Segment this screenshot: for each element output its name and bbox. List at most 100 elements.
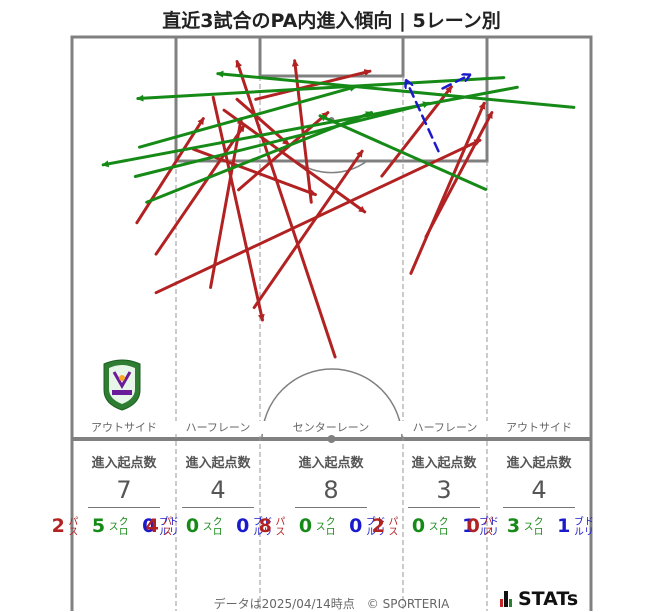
cross-arrow-17 bbox=[216, 70, 576, 109]
stat-cross-label: クロス bbox=[313, 516, 335, 536]
stat-dribble-count: 0 bbox=[236, 515, 250, 537]
lane-label-halfspace-left: ハーフレーン bbox=[168, 421, 268, 434]
pass-arrow-0 bbox=[235, 60, 337, 359]
stat-cross-count: 0 bbox=[185, 515, 200, 537]
stat-pass-count: 8 bbox=[258, 515, 272, 537]
lane-stat-3: 進入起点数 3 2 パス 0 クロス 1 ドリブル bbox=[372, 452, 498, 536]
stat-pass: 4 パス bbox=[146, 516, 180, 536]
cross-arrow-20 bbox=[137, 84, 357, 149]
lane-dividers bbox=[175, 76, 488, 611]
stat-cross: 5 クロス bbox=[92, 516, 136, 536]
stat-cross-count: 5 bbox=[91, 515, 106, 537]
stat-divider bbox=[503, 507, 575, 508]
stat-dribble-label: ドリブル bbox=[476, 516, 498, 536]
stat-dribble-count: 0 bbox=[349, 515, 363, 537]
lane-stat-1: 進入起点数 4 4 パス 0 クロス 0 ドリブル bbox=[146, 452, 272, 536]
stat-breakdown: 4 パス 0 クロス 0 ドリブル bbox=[146, 516, 272, 536]
pass-arrow-6 bbox=[235, 97, 290, 146]
stat-total: 8 bbox=[323, 476, 339, 504]
stat-pass-count: 4 bbox=[145, 515, 159, 537]
stat-dribble-count: 1 bbox=[462, 515, 476, 537]
stat-dribble-count: 1 bbox=[557, 515, 571, 537]
pass-arrow-9 bbox=[252, 149, 364, 310]
stat-cross-label: クロス bbox=[521, 516, 543, 536]
stat-dribble: 1 ドリブル bbox=[557, 516, 611, 536]
stat-dribble: 0 ドリブル bbox=[142, 516, 196, 536]
pass-arrow-2 bbox=[135, 117, 205, 225]
data-footer: データは2025/04/14時点 © SPORTERIA bbox=[213, 597, 450, 611]
stat-cross: 0 クロス bbox=[186, 516, 230, 536]
lane-stat-2: 進入起点数 8 8 パス 0 クロス 0 ドリブル bbox=[259, 452, 385, 537]
stat-header: 進入起点数 bbox=[298, 456, 364, 471]
stat-dribble-label: ドリブル bbox=[363, 516, 385, 536]
stat-breakdown: 8 パス 0 クロス 0 ドリブル bbox=[259, 515, 385, 537]
stat-cross-count: 3 bbox=[506, 515, 521, 537]
stat-divider bbox=[182, 507, 254, 508]
stat-divider bbox=[88, 507, 160, 508]
brand-name: STATs bbox=[518, 588, 579, 610]
lane-stat-0: 進入起点数 7 2 パス 5 クロス 0 ドリブル bbox=[52, 452, 178, 536]
chart-title: 直近3試合のPA内進入傾向 | 5レーン別 bbox=[162, 10, 501, 32]
stat-pass-label: パス bbox=[480, 516, 492, 536]
lane-label-center: センターレーン bbox=[281, 421, 381, 434]
lane-label-outside-left: アウトサイド bbox=[74, 421, 174, 434]
stat-cross: 0 クロス bbox=[412, 516, 456, 536]
stat-pass-label: パス bbox=[65, 516, 77, 536]
stat-pass-label: パス bbox=[385, 516, 397, 536]
stat-divider bbox=[408, 507, 480, 508]
stat-header: 進入起点数 bbox=[185, 456, 251, 471]
stat-pass-label: パス bbox=[272, 516, 284, 536]
stat-pass: 2 パス bbox=[372, 516, 406, 536]
cross-arrow-19 bbox=[145, 111, 373, 204]
stat-dribble-label: ドリブル bbox=[250, 516, 272, 536]
stat-pass: 2 パス bbox=[52, 516, 86, 536]
stat-dribble: 1 ドリブル bbox=[462, 516, 516, 536]
pass-arrow-3 bbox=[154, 124, 246, 256]
goal-area bbox=[258, 35, 405, 78]
cross-arrow-21 bbox=[318, 114, 488, 191]
stat-pass-count: 0 bbox=[466, 515, 480, 537]
center-spot bbox=[327, 435, 336, 443]
stat-cross-count: 0 bbox=[298, 515, 313, 537]
lane-stat-4: 進入起点数 4 0 パス 3 クロス 1 ドリブル bbox=[467, 452, 593, 536]
stat-total: 4 bbox=[210, 476, 226, 504]
stat-pass-count: 2 bbox=[371, 515, 385, 537]
stat-pass-label: パス bbox=[159, 516, 171, 536]
stat-total: 3 bbox=[436, 476, 452, 504]
lane-label-halfspace-right: ハーフレーン bbox=[395, 421, 495, 434]
dribble-arrow-24 bbox=[441, 76, 468, 90]
cross-arrow-16 bbox=[136, 76, 506, 102]
stat-divider bbox=[295, 507, 367, 508]
stat-cross: 0 クロス bbox=[299, 516, 343, 536]
club-crest-icon bbox=[103, 359, 141, 411]
pass-arrow-13 bbox=[424, 111, 494, 239]
pass-arrow-12 bbox=[409, 101, 486, 275]
cross-arrow-18 bbox=[133, 101, 431, 178]
stat-header: 進入起点数 bbox=[506, 456, 572, 471]
arrow-layer bbox=[101, 59, 576, 359]
pass-arrow-15 bbox=[254, 69, 372, 101]
stat-dribble-count: 0 bbox=[142, 515, 156, 537]
stat-dribble: 0 ドリブル bbox=[236, 516, 290, 536]
pass-arrow-10 bbox=[291, 59, 313, 204]
dribble-arrow-23 bbox=[407, 83, 440, 153]
stat-pass: 8 パス bbox=[259, 516, 293, 536]
brand-logo: STATs bbox=[500, 588, 578, 610]
stat-breakdown: 2 パス 0 クロス 1 ドリブル bbox=[372, 516, 498, 536]
stat-total: 7 bbox=[116, 476, 132, 504]
stat-dribble-label: ドリブル bbox=[156, 516, 178, 536]
cross-arrow-22 bbox=[101, 85, 519, 168]
pass-arrow-8 bbox=[222, 108, 367, 214]
stat-header: 進入起点数 bbox=[91, 456, 157, 471]
pass-arrow-14 bbox=[154, 138, 482, 295]
stat-header: 進入起点数 bbox=[411, 456, 477, 471]
stat-cross: 3 クロス bbox=[507, 516, 551, 536]
stat-total: 4 bbox=[531, 476, 547, 504]
penalty-arc bbox=[295, 160, 368, 174]
stat-cross-count: 0 bbox=[411, 515, 426, 537]
stat-pass: 0 パス bbox=[467, 516, 501, 536]
stat-cross-label: クロス bbox=[106, 516, 128, 536]
pass-arrow-7 bbox=[211, 95, 265, 322]
stat-breakdown: 2 パス 5 クロス 0 ドリブル bbox=[52, 516, 178, 536]
